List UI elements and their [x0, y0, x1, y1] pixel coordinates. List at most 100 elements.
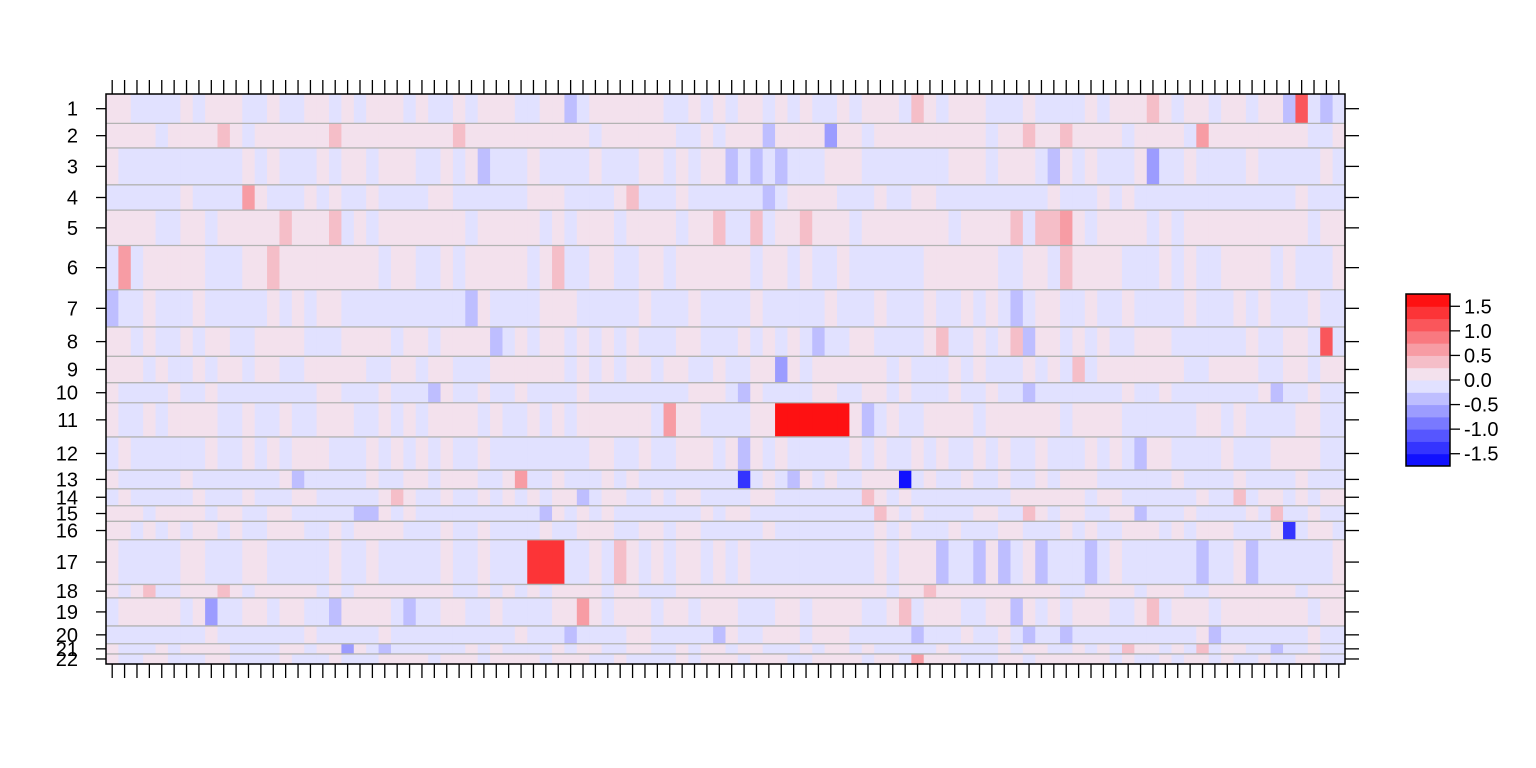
- heatmap-cell: [688, 402, 702, 438]
- heatmap-cell: [279, 147, 293, 186]
- heatmap-cell: [1258, 210, 1272, 247]
- heatmap-cell: [143, 505, 157, 522]
- heatmap-cell: [651, 210, 665, 247]
- heatmap-cell: [799, 210, 813, 247]
- heatmap-cell: [316, 184, 330, 211]
- heatmap-cell: [242, 123, 256, 149]
- heatmap-cell: [613, 625, 627, 645]
- heatmap-cell: [1171, 584, 1185, 599]
- heatmap-cell: [1035, 289, 1049, 328]
- heatmap-cell: [527, 94, 541, 124]
- heatmap-cell: [985, 382, 999, 404]
- heatmap-cell: [775, 539, 789, 586]
- heatmap-cell: [601, 505, 615, 522]
- heatmap-cell: [390, 184, 404, 211]
- heatmap-cell: [291, 245, 305, 291]
- heatmap-cell: [205, 470, 219, 490]
- heatmap-cell: [316, 210, 330, 247]
- heatmap-cell: [106, 382, 119, 404]
- heatmap-cell: [688, 326, 702, 357]
- heatmap-cell: [812, 326, 826, 357]
- heatmap-cell: [180, 402, 194, 438]
- heatmap-cell: [192, 597, 206, 627]
- heatmap-cell: [167, 488, 181, 507]
- heatmap-cell: [1270, 521, 1284, 541]
- heatmap-cell: [576, 382, 590, 404]
- heatmap-cell: [787, 488, 801, 507]
- heatmap-cell: [576, 505, 590, 522]
- heatmap-cell: [205, 521, 219, 541]
- heatmap-cell: [539, 505, 553, 522]
- heatmap-cell: [849, 123, 863, 149]
- heatmap-cell: [626, 184, 640, 211]
- heatmap-cell: [217, 597, 231, 627]
- heatmap-cell: [316, 584, 330, 599]
- heatmap-cell: [1196, 643, 1210, 655]
- heatmap-cell: [898, 402, 912, 438]
- heatmap-cell: [465, 147, 479, 186]
- heatmap-cell: [886, 147, 900, 186]
- heatmap-cell: [837, 653, 850, 665]
- heatmap-cell: [1208, 521, 1222, 541]
- heatmap-cell: [353, 123, 367, 149]
- heatmap-cell: [130, 521, 144, 541]
- heatmap-cell: [948, 505, 962, 522]
- heatmap-cell: [750, 470, 764, 490]
- heatmap-cell: [874, 597, 888, 627]
- heatmap-cell: [502, 505, 516, 522]
- heatmap-cell: [762, 402, 776, 438]
- heatmap-cell: [985, 597, 999, 627]
- heatmap-cell: [254, 653, 268, 665]
- heatmap-cell: [167, 597, 181, 627]
- heatmap-cell: [353, 488, 367, 507]
- heatmap-cell: [403, 356, 417, 384]
- heatmap-cell: [403, 123, 417, 149]
- heatmap-cell: [861, 94, 875, 124]
- heatmap-cell: [1084, 245, 1098, 291]
- heatmap-cell: [118, 402, 132, 438]
- heatmap-cell: [1035, 94, 1049, 124]
- heatmap-cell: [1146, 470, 1160, 490]
- heatmap-cell: [254, 625, 268, 645]
- heatmap-cell: [898, 505, 912, 522]
- heatmap-cell: [663, 539, 677, 586]
- heatmap-cell: [626, 643, 640, 655]
- heatmap-cell: [787, 505, 801, 522]
- heatmap-cell: [1196, 470, 1210, 490]
- heatmap-cell: [564, 470, 578, 490]
- heatmap-cell: [1084, 597, 1098, 627]
- heatmap-cell: [737, 123, 751, 149]
- heatmap-cell: [143, 94, 157, 124]
- heatmap-cell: [861, 210, 875, 247]
- heatmap-cell: [1022, 184, 1036, 211]
- heatmap-cell: [180, 356, 194, 384]
- heatmap-cell: [415, 147, 429, 186]
- heatmap-cell: [229, 123, 243, 149]
- heatmap-cell: [205, 210, 219, 247]
- heatmap-cell: [304, 436, 318, 471]
- heatmap-cell: [1035, 245, 1049, 291]
- heatmap-cell: [180, 470, 194, 490]
- heatmap-cell: [242, 245, 256, 291]
- heatmap-cell: [1035, 356, 1049, 384]
- heatmap-cell: [1035, 470, 1049, 490]
- heatmap-cell: [205, 289, 219, 328]
- heatmap-cell: [1233, 210, 1247, 247]
- heatmap-cell: [601, 470, 615, 490]
- heatmap-cell: [341, 436, 355, 471]
- heatmap-cell: [1332, 210, 1346, 247]
- heatmap-cell: [787, 123, 801, 149]
- heatmap-cell: [316, 488, 330, 507]
- heatmap-cell: [341, 505, 355, 522]
- heatmap-cell: [985, 653, 999, 665]
- heatmap-cell: [948, 147, 962, 186]
- heatmap-cell: [1146, 584, 1160, 599]
- heatmap-cell: [936, 123, 950, 149]
- heatmap-cell: [725, 653, 739, 665]
- heatmap-cell: [874, 123, 888, 149]
- heatmap-cell: [1283, 210, 1297, 247]
- heatmap-cell: [911, 521, 925, 541]
- heatmap-cell: [1270, 123, 1284, 149]
- heatmap-cell: [700, 402, 714, 438]
- heatmap-cell: [849, 539, 863, 586]
